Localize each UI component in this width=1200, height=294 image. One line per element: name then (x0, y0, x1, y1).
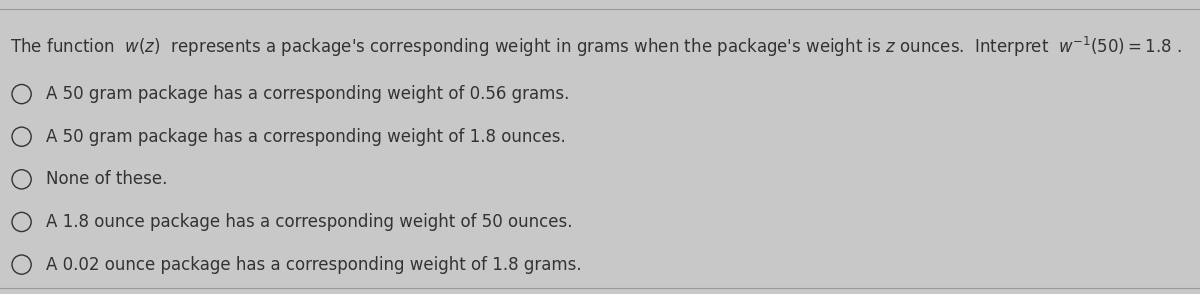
Text: A 1.8 ounce package has a corresponding weight of 50 ounces.: A 1.8 ounce package has a corresponding … (46, 213, 572, 231)
Text: A 0.02 ounce package has a corresponding weight of 1.8 grams.: A 0.02 ounce package has a corresponding… (46, 255, 581, 274)
Text: None of these.: None of these. (46, 170, 167, 188)
Text: A 50 gram package has a corresponding weight of 1.8 ounces.: A 50 gram package has a corresponding we… (46, 128, 565, 146)
Text: The function  $w(z)$  represents a package's corresponding weight in grams when : The function $w(z)$ represents a package… (10, 35, 1181, 59)
Text: A 50 gram package has a corresponding weight of 0.56 grams.: A 50 gram package has a corresponding we… (46, 85, 569, 103)
